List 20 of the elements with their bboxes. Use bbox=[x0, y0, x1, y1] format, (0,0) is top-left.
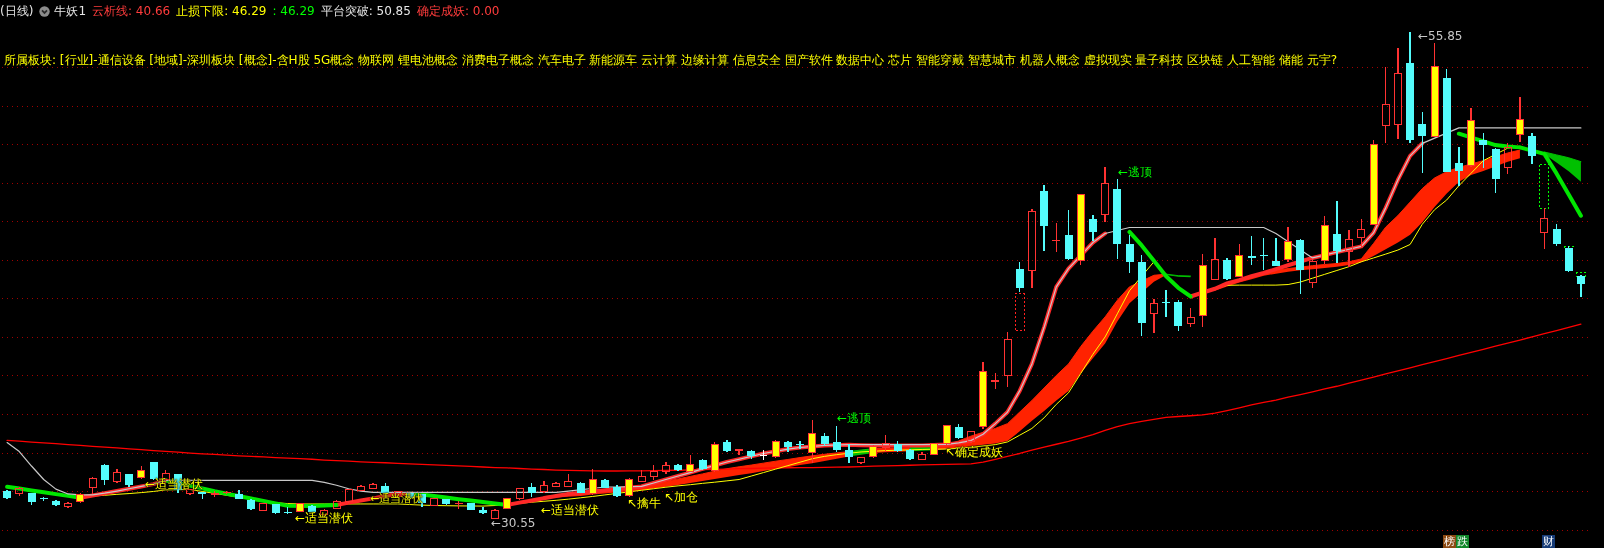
annotation: 榜 bbox=[1443, 535, 1456, 548]
annotation: ←逃顶 bbox=[1118, 165, 1153, 179]
annotation: ←逃顶 bbox=[837, 411, 872, 425]
annotation: 所属板块: [行业]-通信设备 [地域]-深圳板块 [概念]-含H股 5G概念 物联网 锂电池概念 消费电子概念 汽车电子 新能源车 云计算 边缘计算 信息安全 国产软件 数据中心 芯片 智能穿戴 智慧城市 机器人概念 虚拟现实 量子科技 区块链 人工智能 储能 元宇? bbox=[4, 53, 1337, 68]
text: 云析线: 40.66 bbox=[92, 3, 171, 19]
annotation: ←适当潜伏 bbox=[295, 511, 354, 525]
text: (日线) bbox=[0, 3, 34, 19]
annotation: 财 bbox=[1542, 535, 1555, 548]
annotation: ↖确定成妖 bbox=[945, 445, 1004, 459]
annotation: ←适当潜伏 bbox=[541, 503, 600, 517]
annotation: 跌 bbox=[1456, 535, 1469, 548]
text: : 46.29 bbox=[272, 3, 315, 19]
text: 平台突破: 50.85 bbox=[320, 3, 411, 19]
text: 牛妖1 bbox=[54, 3, 87, 19]
annotation: ↖加仓 bbox=[664, 490, 699, 504]
text: 止损下限: 46.29 bbox=[176, 3, 267, 19]
annotation: ←30.55 bbox=[491, 516, 536, 530]
text: 确定成妖: 0.00 bbox=[416, 3, 500, 19]
annotation: ↖擒牛 bbox=[627, 496, 662, 510]
annotation: ←55.85 bbox=[1418, 29, 1463, 43]
